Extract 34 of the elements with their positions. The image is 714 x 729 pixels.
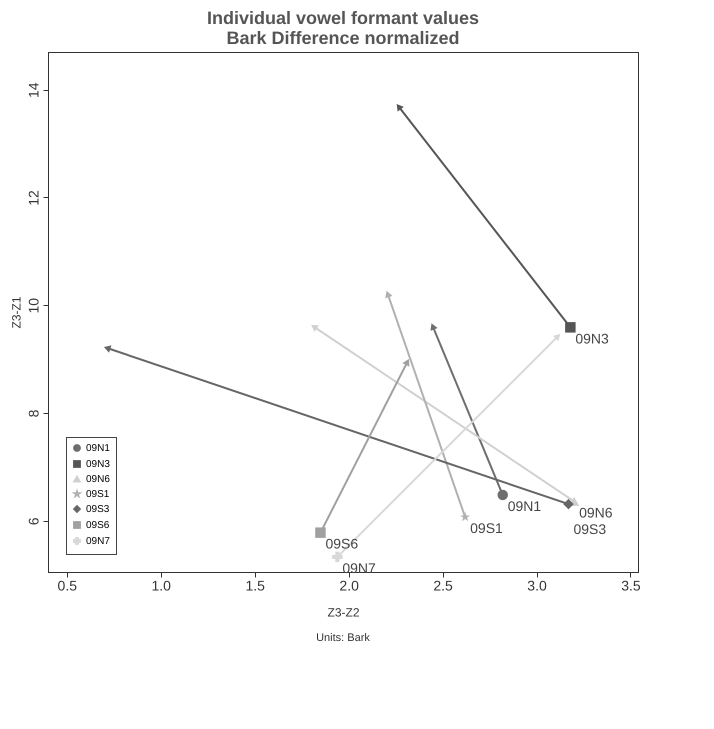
- text: Units: Bark: [316, 632, 370, 644]
- text: 09N3: [575, 330, 609, 346]
- x-tick-label: 2.5: [433, 578, 454, 594]
- x-tick-label: 2.0: [339, 578, 360, 594]
- x-tick-label: 3.0: [527, 578, 547, 594]
- legend-label: 09S6: [86, 520, 110, 531]
- x-tick-label: 1.5: [245, 578, 266, 594]
- point: [332, 552, 343, 562]
- legend-label: 09N7: [86, 536, 110, 547]
- x-tick-label: 3.5: [621, 578, 641, 594]
- text: 09S6: [325, 536, 358, 552]
- text: 09S3: [573, 521, 606, 538]
- y-tick-label: 14: [26, 82, 42, 98]
- y-tick-label: 6: [26, 517, 42, 526]
- text: 09S1: [470, 520, 503, 536]
- y-tick-label: 8: [26, 409, 42, 418]
- y-tick-label: 10: [26, 298, 42, 314]
- legend-label: 09N6: [86, 474, 110, 485]
- x-tick-label: 1.0: [152, 578, 172, 594]
- legend-label: 09S3: [86, 504, 110, 515]
- text: Individual vowel formant values: [206, 8, 480, 28]
- legend-label: 09S1: [86, 489, 110, 500]
- text: 09N6: [579, 504, 613, 520]
- point: [497, 490, 508, 500]
- text: Bark Difference normalized: [226, 28, 460, 48]
- y-axis-title: Z3-Z1: [10, 296, 24, 329]
- legend-label: 09N3: [86, 459, 110, 470]
- text: 09N7: [342, 560, 376, 576]
- y-tick-label: 12: [26, 190, 42, 206]
- text: 09N1: [508, 498, 542, 514]
- x-tick-label: 0.5: [58, 578, 78, 594]
- point: [460, 512, 470, 522]
- x-axis-title: Z3-Z2: [327, 606, 360, 620]
- legend-label: 09N1: [86, 443, 110, 454]
